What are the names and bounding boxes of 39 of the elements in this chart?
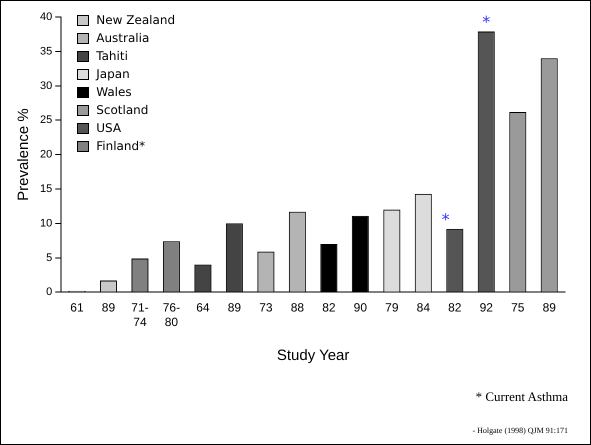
x-tick-label: 89 — [228, 300, 242, 315]
x-tick-label: 92 — [480, 300, 494, 315]
legend-label: Japan — [96, 66, 130, 83]
x-tick-label: 61 — [70, 300, 84, 315]
x-tick-label: 64 — [196, 300, 210, 315]
legend-label: Wales — [96, 84, 132, 101]
y-tick-label: 15 — [40, 183, 52, 196]
x-axis-title: Study Year — [276, 347, 350, 364]
y-tick-label: 25 — [40, 114, 52, 126]
legend-label: Tahiti — [96, 48, 128, 65]
y-tick-label: 35 — [40, 45, 52, 58]
y-tick-label: 0 — [46, 286, 52, 298]
x-tick-label: 90 — [354, 300, 368, 315]
text: * Current Asthma — [476, 389, 568, 405]
x-tick-label: 82 — [448, 300, 462, 315]
x-tick-label: 76- 80 — [162, 300, 180, 330]
x-tick-label: 84 — [416, 300, 430, 315]
x-tick-label: 88 — [290, 300, 304, 315]
legend-label: Australia — [96, 30, 150, 47]
legend-label: Finland* — [96, 138, 146, 155]
y-tick-label: 30 — [40, 80, 52, 92]
x-tick-label: 89 — [102, 300, 116, 315]
x-tick-label: 89 — [542, 300, 556, 315]
x-tick-label: 75 — [511, 300, 525, 315]
y-tick-label: 5 — [46, 252, 52, 264]
x-tick-label: 73 — [259, 300, 273, 315]
annotation: * — [442, 210, 450, 229]
annotation: * — [482, 12, 490, 32]
y-axis-title: Prevalence % — [15, 108, 32, 201]
x-tick-label: 82 — [322, 300, 336, 315]
y-tick-label: 20 — [40, 148, 52, 161]
legend-label: USA — [96, 120, 122, 137]
text: - Holgate (1998) QJM 91:171 — [472, 426, 568, 435]
legend-label: Scotland — [96, 102, 148, 119]
x-tick-label: 79 — [385, 300, 399, 315]
x-tick-label: 71- 74 — [131, 300, 149, 330]
y-tick-label: 40 — [40, 11, 52, 24]
y-tick-label: 10 — [40, 217, 52, 230]
legend-label: New Zealand — [96, 12, 176, 29]
